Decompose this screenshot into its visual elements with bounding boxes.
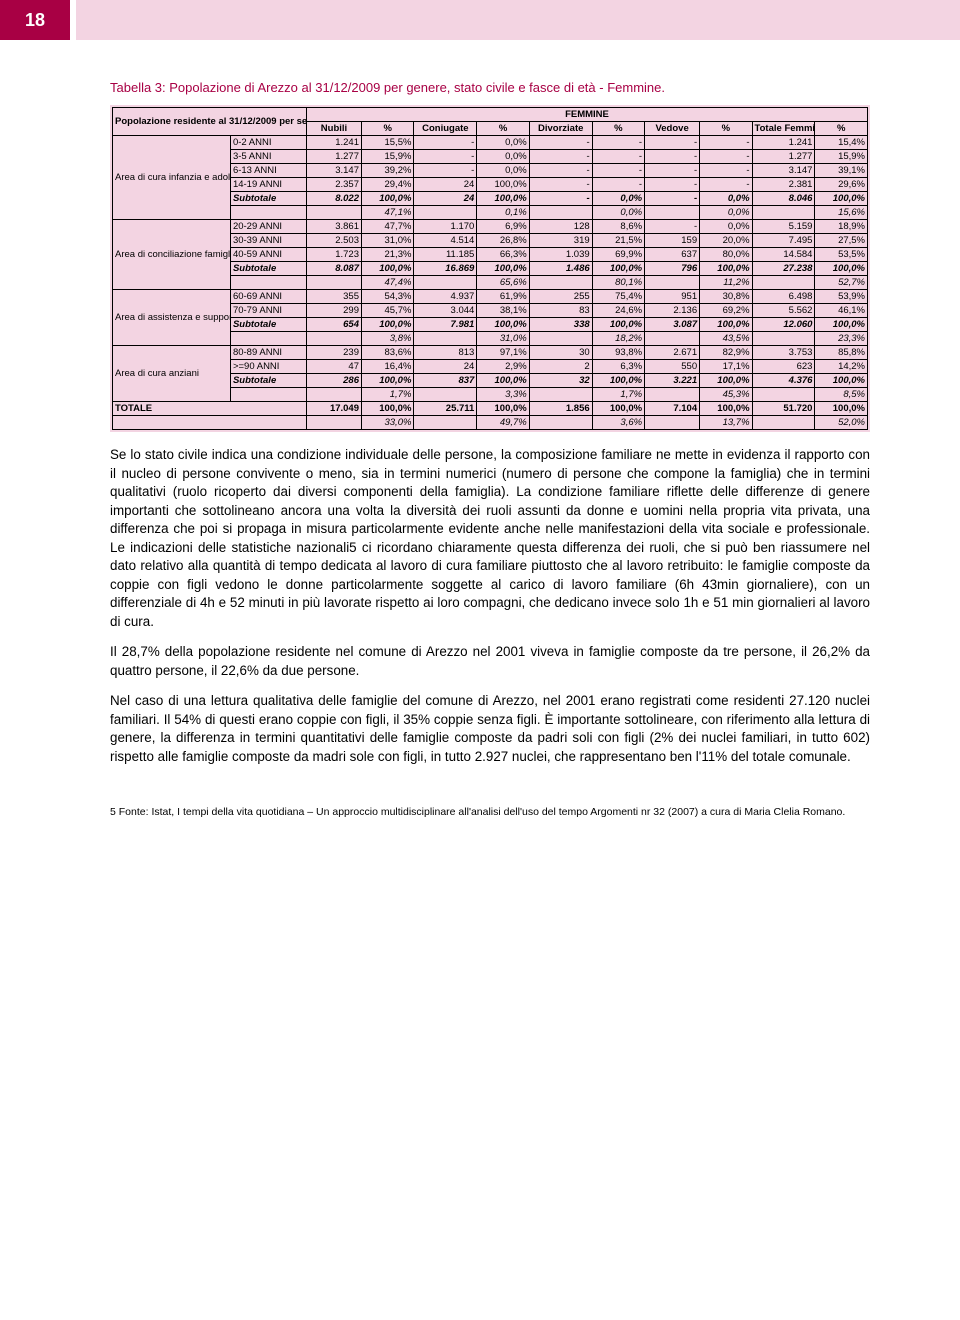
column-header: Divorziate xyxy=(529,122,592,136)
table-caption: Tabella 3: Popolazione di Arezzo al 31/1… xyxy=(110,80,870,95)
age-label: 30-39 ANNI xyxy=(230,234,306,248)
pct-blank xyxy=(230,388,306,402)
group-label: Area di conciliazione famiglia e lavoro xyxy=(113,220,231,290)
group-label: Area di assistenza e supporto xyxy=(113,290,231,346)
column-header: % xyxy=(700,122,752,136)
page-number: 18 xyxy=(0,0,70,40)
age-label: 0-2 ANNI xyxy=(230,136,306,150)
paragraph-3: Nel caso di una lettura qualitativa dell… xyxy=(110,692,870,766)
age-label: 6-13 ANNI xyxy=(230,164,306,178)
totale-label: TOTALE xyxy=(113,402,307,416)
column-header: % xyxy=(362,122,414,136)
table-wrap: Popolazione residente al 31/12/2009 per … xyxy=(110,105,870,432)
paragraph-1: Se lo stato civile indica una condizione… xyxy=(110,446,870,631)
totale-pct-blank xyxy=(113,416,307,430)
age-label: 3-5 ANNI xyxy=(230,150,306,164)
age-label: 80-89 ANNI xyxy=(230,346,306,360)
age-label: 20-29 ANNI xyxy=(230,220,306,234)
group-label: Area di cura infanzia e adolescenza xyxy=(113,136,231,220)
pct-blank xyxy=(230,276,306,290)
topbar-strip xyxy=(76,0,960,40)
column-header: Coniugate xyxy=(414,122,477,136)
column-header: Totale Femmine xyxy=(752,122,815,136)
header-left: Popolazione residente al 31/12/2009 per … xyxy=(113,108,307,136)
column-header: % xyxy=(592,122,644,136)
subtotal-label: Subtotale xyxy=(230,318,306,332)
header-main: FEMMINE xyxy=(306,108,867,122)
age-label: 70-79 ANNI xyxy=(230,304,306,318)
column-header: % xyxy=(815,122,868,136)
subtotal-label: Subtotale xyxy=(230,262,306,276)
population-table: Popolazione residente al 31/12/2009 per … xyxy=(112,107,868,430)
column-header: Nubili xyxy=(306,122,361,136)
topbar: 18 xyxy=(0,0,960,40)
age-label: 40-59 ANNI xyxy=(230,248,306,262)
footnote: 5 Fonte: Istat, I tempi della vita quoti… xyxy=(110,806,870,820)
page: 18 Tabella 3: Popolazione di Arezzo al 3… xyxy=(0,0,960,880)
age-label: 14-19 ANNI xyxy=(230,178,306,192)
group-label: Area di cura anziani xyxy=(113,346,231,402)
pct-blank xyxy=(230,206,306,220)
column-header: % xyxy=(477,122,529,136)
age-label: >=90 ANNI xyxy=(230,360,306,374)
subtotal-label: Subtotale xyxy=(230,192,306,206)
content: Tabella 3: Popolazione di Arezzo al 31/1… xyxy=(0,40,960,840)
subtotal-label: Subtotale xyxy=(230,374,306,388)
pct-blank xyxy=(230,332,306,346)
column-header: Vedove xyxy=(645,122,700,136)
age-label: 60-69 ANNI xyxy=(230,290,306,304)
paragraph-2: Il 28,7% della popolazione residente nel… xyxy=(110,643,870,680)
